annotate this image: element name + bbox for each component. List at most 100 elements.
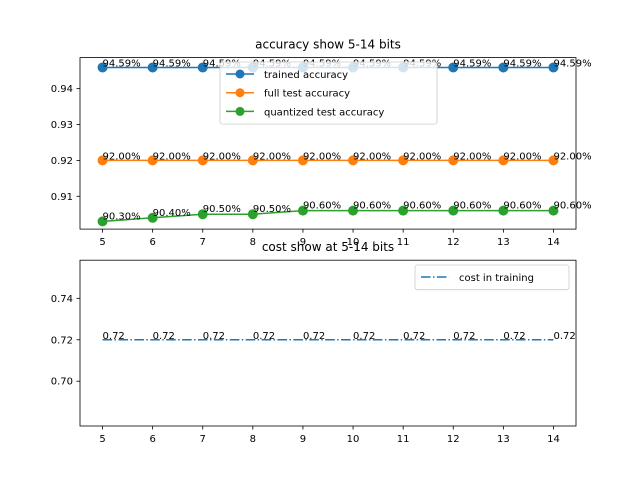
data-point xyxy=(498,205,509,216)
accuracy-chart: accuracy show 5-14 bits 5 6 7 8 9 10 11 12 13 14 0… xyxy=(51,38,592,249)
legend-label: quantized test accuracy xyxy=(264,107,384,118)
data-point xyxy=(548,62,559,73)
data-label: 92.00% xyxy=(253,151,291,162)
data-label: 94.59% xyxy=(503,58,541,69)
legend-frame xyxy=(414,264,570,291)
x-tick-label: 8 xyxy=(250,434,256,445)
data-label: 90.50% xyxy=(203,204,241,215)
x-tick-label: 7 xyxy=(200,237,206,248)
x-tick-label: 5 xyxy=(99,434,105,445)
data-point xyxy=(498,62,509,73)
x-tick-label: 8 xyxy=(250,237,256,248)
data-point xyxy=(498,155,509,166)
data-label: 0.72 xyxy=(303,331,325,342)
x-tick-label: 11 xyxy=(397,237,410,248)
data-point xyxy=(197,62,208,73)
data-point xyxy=(247,155,258,166)
accuracy-chart-title: accuracy show 5-14 bits xyxy=(255,38,401,52)
data-point xyxy=(197,155,208,166)
data-label: 92.00% xyxy=(353,151,391,162)
data-point xyxy=(97,155,108,166)
x-tick-label: 10 xyxy=(347,237,360,248)
data-point xyxy=(398,155,409,166)
x-tick-label: 12 xyxy=(447,434,460,445)
y-tick-label: 0.92 xyxy=(51,156,73,167)
data-label: 90.60% xyxy=(303,201,341,212)
x-tick-label: 5 xyxy=(99,237,105,248)
data-label: 90.60% xyxy=(353,201,391,212)
data-point xyxy=(548,205,559,216)
data-label: 92.00% xyxy=(553,151,591,162)
data-point xyxy=(247,209,258,220)
y-tick-label: 0.72 xyxy=(51,335,73,346)
data-point xyxy=(448,205,459,216)
data-point xyxy=(147,155,158,166)
x-tick-label: 6 xyxy=(149,434,155,445)
legend-label: full test accuracy xyxy=(264,89,350,100)
x-tick-label: 9 xyxy=(300,434,306,445)
x-tick-label: 11 xyxy=(397,434,410,445)
data-point xyxy=(97,62,108,73)
data-label: 94.59% xyxy=(153,58,191,69)
x-tick-label: 6 xyxy=(149,237,155,248)
data-label: 94.59% xyxy=(453,58,491,69)
data-point xyxy=(147,212,158,223)
data-point xyxy=(297,205,308,216)
series-full-test-accuracy: 92.00% 92.00% 92.00% 92.00% 92.00% 92.00% 92.0… xyxy=(97,151,592,166)
cost-chart: cost show at 5-14 bits 5 6 7 8 9 10 11 12 13 14 0.… xyxy=(51,240,577,445)
data-point xyxy=(448,62,459,73)
data-label: 0.72 xyxy=(153,331,175,342)
data-label: 90.30% xyxy=(103,211,141,222)
data-label: 92.00% xyxy=(403,151,441,162)
legend-label: cost in training xyxy=(459,273,534,284)
y-tick-label: 0.91 xyxy=(51,192,73,203)
data-label: 92.00% xyxy=(153,151,191,162)
x-tick-label: 14 xyxy=(547,237,560,248)
data-label: 0.72 xyxy=(453,331,475,342)
data-point xyxy=(448,155,459,166)
x-tick-label: 13 xyxy=(497,434,510,445)
data-label: 90.60% xyxy=(553,201,591,212)
data-label: 92.00% xyxy=(203,151,241,162)
y-tick-label: 0.74 xyxy=(51,294,73,305)
data-point xyxy=(348,205,359,216)
data-label: 90.60% xyxy=(503,201,541,212)
data-point xyxy=(548,155,559,166)
series-cost-in-training: 0.72 0.72 0.72 0.72 0.72 0.72 0.72 0.72 0.72 0.72 xyxy=(102,331,576,342)
y-tick-label: 0.94 xyxy=(51,84,73,95)
data-label: 0.72 xyxy=(403,331,425,342)
x-tick-label: 10 xyxy=(347,434,360,445)
legend-marker xyxy=(235,106,245,116)
x-tick-label: 7 xyxy=(200,434,206,445)
data-label: 90.60% xyxy=(403,201,441,212)
x-tick-label: 9 xyxy=(300,237,306,248)
y-tick-label: 0.93 xyxy=(51,120,73,131)
data-label: 92.00% xyxy=(303,151,341,162)
plot-frame xyxy=(79,57,577,230)
data-point xyxy=(97,216,108,227)
x-tick-label: 14 xyxy=(547,434,560,445)
data-label: 90.50% xyxy=(253,204,291,215)
data-label: 94.59% xyxy=(553,58,591,69)
y-tick-label: 0.70 xyxy=(51,377,73,388)
data-point xyxy=(297,155,308,166)
data-label: 0.72 xyxy=(503,331,525,342)
data-label: 0.72 xyxy=(353,331,375,342)
data-label: 92.00% xyxy=(103,151,141,162)
legend-label: trained accuracy xyxy=(264,70,348,81)
x-tick-label: 12 xyxy=(447,237,460,248)
cost-plot-area: 5 6 7 8 9 10 11 12 13 14 0.70 0.72 0.74 0.72 0.72 0.72 0… xyxy=(51,259,577,445)
legend: cost in training xyxy=(414,264,570,291)
legend-marker xyxy=(235,69,245,79)
data-label: 0.72 xyxy=(103,331,125,342)
legend: trained accuracy full test accuracy quanti… xyxy=(219,61,438,125)
data-label: 92.00% xyxy=(503,151,541,162)
data-label: 0.72 xyxy=(203,331,225,342)
data-label: 92.00% xyxy=(453,151,491,162)
x-tick-label: 13 xyxy=(497,237,510,248)
data-label: 0.72 xyxy=(553,331,575,342)
legend-frame xyxy=(219,61,438,125)
cost-chart-title: cost show at 5-14 bits xyxy=(262,240,394,254)
plot-frame xyxy=(79,259,577,427)
